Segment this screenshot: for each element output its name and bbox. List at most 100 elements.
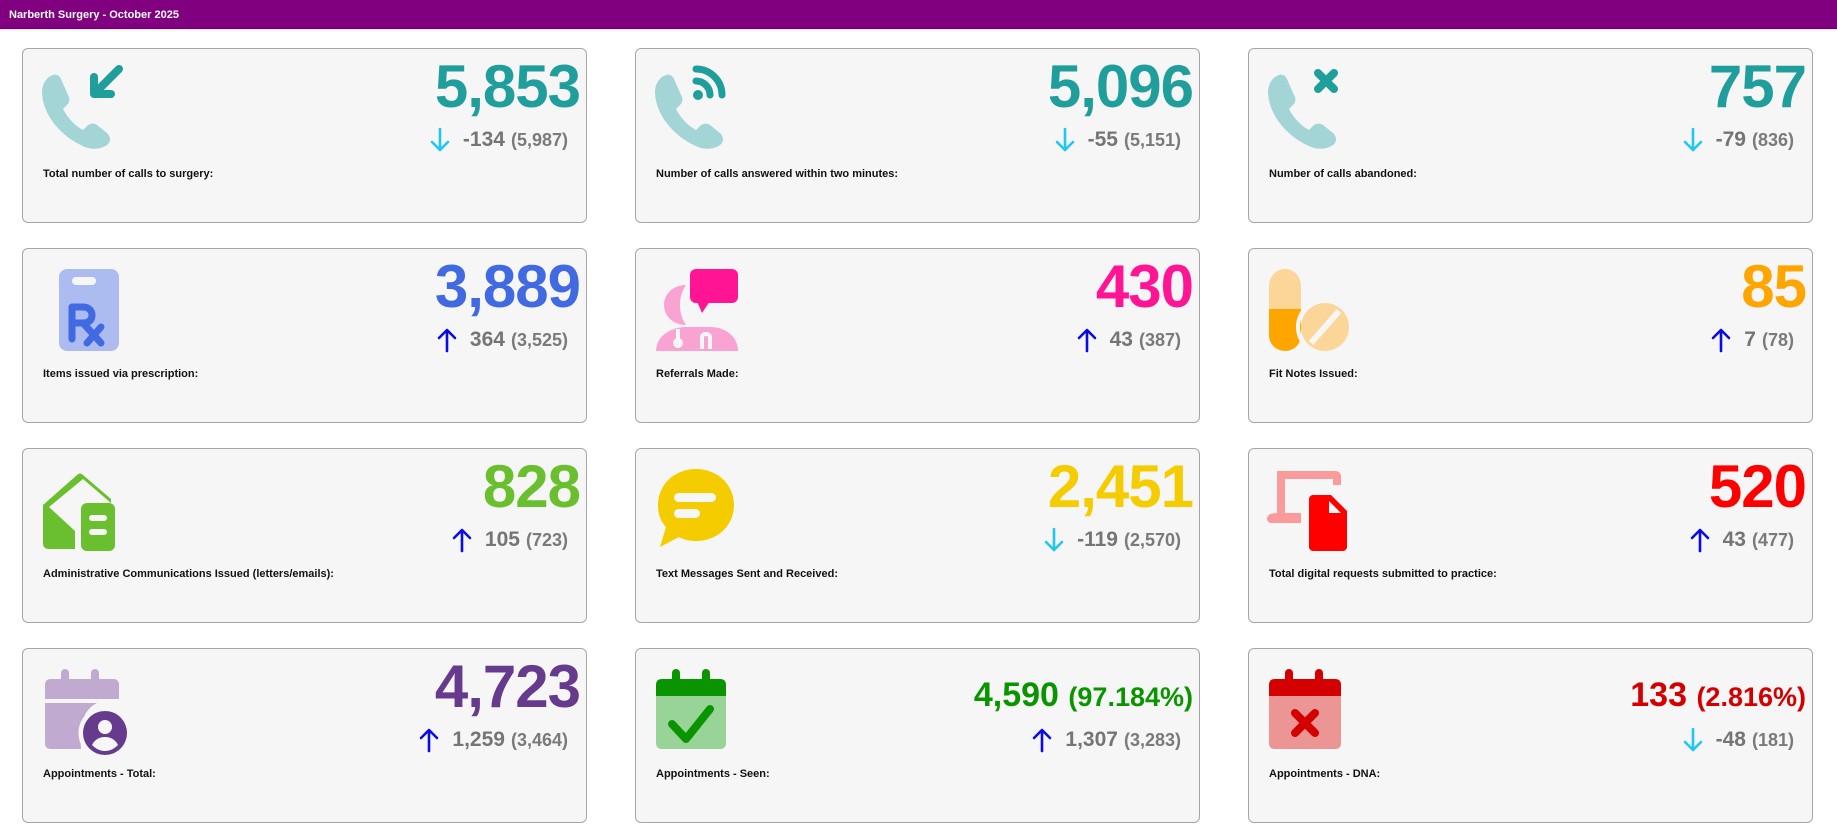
kpi-label: Appointments - Total: — [43, 768, 156, 780]
kpi-delta: -79 (836) — [1682, 126, 1794, 154]
doctor-referral-icon — [652, 265, 742, 355]
kpi-value: 133 (2.816%) — [1630, 651, 1806, 719]
kpi-label: Number of calls abandoned: — [1269, 168, 1417, 180]
kpi-card-referrals: 430 43 (387) Referrals Made: — [635, 248, 1200, 423]
kpi-value-number: 520 — [1708, 453, 1807, 520]
chat-bubble-icon — [652, 465, 742, 555]
kpi-label: Appointments - Seen: — [656, 768, 770, 780]
kpi-label: Fit Notes Issued: — [1269, 368, 1358, 380]
trend-down-arrow-icon — [429, 127, 451, 153]
kpi-value-percent: (2.816%) — [1696, 682, 1806, 712]
kpi-label: Total digital requests submitted to prac… — [1269, 568, 1497, 580]
kpi-value: 2,451 — [1047, 451, 1194, 523]
kpi-delta: 364 (3,525) — [436, 326, 568, 354]
kpi-value: 828 — [482, 451, 581, 523]
kpi-value: 5,853 — [435, 51, 581, 123]
kpi-value: 3,889 — [434, 251, 581, 323]
kpi-previous: (3,464) — [510, 730, 568, 750]
kpi-card-prescriptions: 3,889 364 (3,525) Items issued via presc… — [22, 248, 587, 423]
kpi-previous: (2,570) — [1123, 530, 1181, 550]
mail-letter-icon — [39, 465, 129, 555]
kpi-value-number: 828 — [482, 453, 581, 520]
kpi-value-number: 4,723 — [434, 653, 581, 720]
kpi-previous: (78) — [1761, 330, 1794, 350]
kpi-delta: -134 (5,987) — [429, 126, 568, 154]
kpi-card-text-messages: 2,451 -119 (2,570) Text Messages Sent an… — [635, 448, 1200, 623]
trend-up-arrow-icon — [436, 327, 458, 353]
kpi-label: Text Messages Sent and Received: — [656, 568, 838, 580]
kpi-label: Items issued via prescription: — [43, 368, 199, 380]
kpi-delta: 1,259 (3,464) — [418, 726, 568, 754]
kpi-value: 5,096 — [1047, 51, 1194, 123]
kpi-previous: (3,283) — [1123, 730, 1181, 750]
kpi-value-number: 430 — [1095, 253, 1194, 320]
kpi-card-calls-answered: 5,096 -55 (5,151) Number of calls answer… — [635, 48, 1200, 223]
kpi-previous: (5,151) — [1123, 130, 1181, 150]
kpi-previous: (5,987) — [510, 130, 568, 150]
kpi-change: -48 — [1715, 728, 1746, 751]
trend-up-arrow-icon — [1689, 527, 1711, 553]
kpi-previous: (477) — [1751, 530, 1794, 550]
kpi-card-total-calls: 5,853 -134 (5,987) Total number of calls… — [22, 48, 587, 223]
kpi-change: 1,307 — [1065, 728, 1118, 751]
kpi-change: -79 — [1715, 128, 1746, 151]
kpi-delta: -48 (181) — [1682, 726, 1794, 754]
kpi-value-number: 3,889 — [434, 253, 581, 320]
trend-up-arrow-icon — [451, 527, 473, 553]
kpi-value: 757 — [1708, 51, 1807, 123]
kpi-card-digital-requests: 520 43 (477) Total digital requests subm… — [1248, 448, 1813, 623]
kpi-delta: 43 (477) — [1689, 526, 1794, 554]
trend-down-arrow-icon — [1682, 727, 1704, 753]
kpi-label: Referrals Made: — [656, 368, 739, 380]
kpi-value-number: 5,096 — [1047, 53, 1194, 120]
kpi-label: Administrative Communications Issued (le… — [43, 568, 334, 580]
trend-down-arrow-icon — [1043, 527, 1065, 553]
kpi-value-percent: (97.184%) — [1068, 682, 1193, 712]
kpi-delta: 43 (387) — [1076, 326, 1181, 354]
kpi-card-appointments-total: 4,723 1,259 (3,464) Appointments - Total… — [22, 648, 587, 823]
kpi-previous: (836) — [1751, 130, 1794, 150]
calendar-user-icon — [39, 665, 129, 755]
kpi-value-number: 2,451 — [1047, 453, 1194, 520]
kpi-value-number: 757 — [1708, 53, 1807, 120]
calendar-check-icon — [652, 665, 742, 755]
kpi-delta: 105 (723) — [451, 526, 568, 554]
phone-incoming-icon — [39, 65, 129, 155]
kpi-change: 7 — [1744, 328, 1756, 351]
kpi-value: 4,590 (97.184%) — [974, 651, 1193, 719]
kpi-label: Number of calls answered within two minu… — [656, 168, 899, 180]
kpi-value-number: 133 (2.816%) — [1630, 673, 1806, 719]
trend-up-arrow-icon — [418, 727, 440, 753]
kpi-change: 43 — [1722, 528, 1746, 551]
kpi-change: 364 — [469, 328, 505, 351]
kpi-delta: 7 (78) — [1710, 326, 1794, 354]
kpi-card-appointments-seen: 4,590 (97.184%) 1,307 (3,283) Appointmen… — [635, 648, 1200, 823]
trend-up-arrow-icon — [1031, 727, 1053, 753]
kpi-delta: 1,307 (3,283) — [1031, 726, 1181, 754]
kpi-value: 4,723 — [434, 651, 581, 723]
kpi-previous: (181) — [1751, 730, 1794, 750]
kpi-value: 520 — [1708, 451, 1807, 523]
kpi-delta: -55 (5,151) — [1054, 126, 1181, 154]
trend-down-arrow-icon — [1054, 127, 1076, 153]
phone-missed-icon — [1265, 65, 1355, 155]
phone-answered-icon — [652, 65, 742, 155]
pills-icon — [1265, 265, 1355, 355]
kpi-card-appointments-dna: 133 (2.816%) -48 (181) Appointments - DN… — [1248, 648, 1813, 823]
kpi-card-calls-abandoned: 757 -79 (836) Number of calls abandoned: — [1248, 48, 1813, 223]
kpi-value: 85 — [1741, 251, 1807, 323]
kpi-previous: (723) — [525, 530, 568, 550]
kpi-previous: (387) — [1138, 330, 1181, 350]
kpi-card-fit-notes: 85 7 (78) Fit Notes Issued: — [1248, 248, 1813, 423]
kpi-card-admin-comms: 828 105 (723) Administrative Communicati… — [22, 448, 587, 623]
kpi-label: Appointments - DNA: — [1269, 768, 1381, 780]
kpi-value-count: 4,590 — [973, 676, 1059, 714]
kpi-value: 430 — [1095, 251, 1194, 323]
kpi-change: -119 — [1077, 528, 1118, 551]
header-divider — [0, 29, 1837, 32]
kpi-value-count: 133 — [1630, 676, 1687, 714]
kpi-delta: -119 (2,570) — [1043, 526, 1181, 554]
calendar-cross-icon — [1265, 665, 1355, 755]
kpi-change: 105 — [484, 528, 520, 551]
trend-up-arrow-icon — [1710, 327, 1732, 353]
